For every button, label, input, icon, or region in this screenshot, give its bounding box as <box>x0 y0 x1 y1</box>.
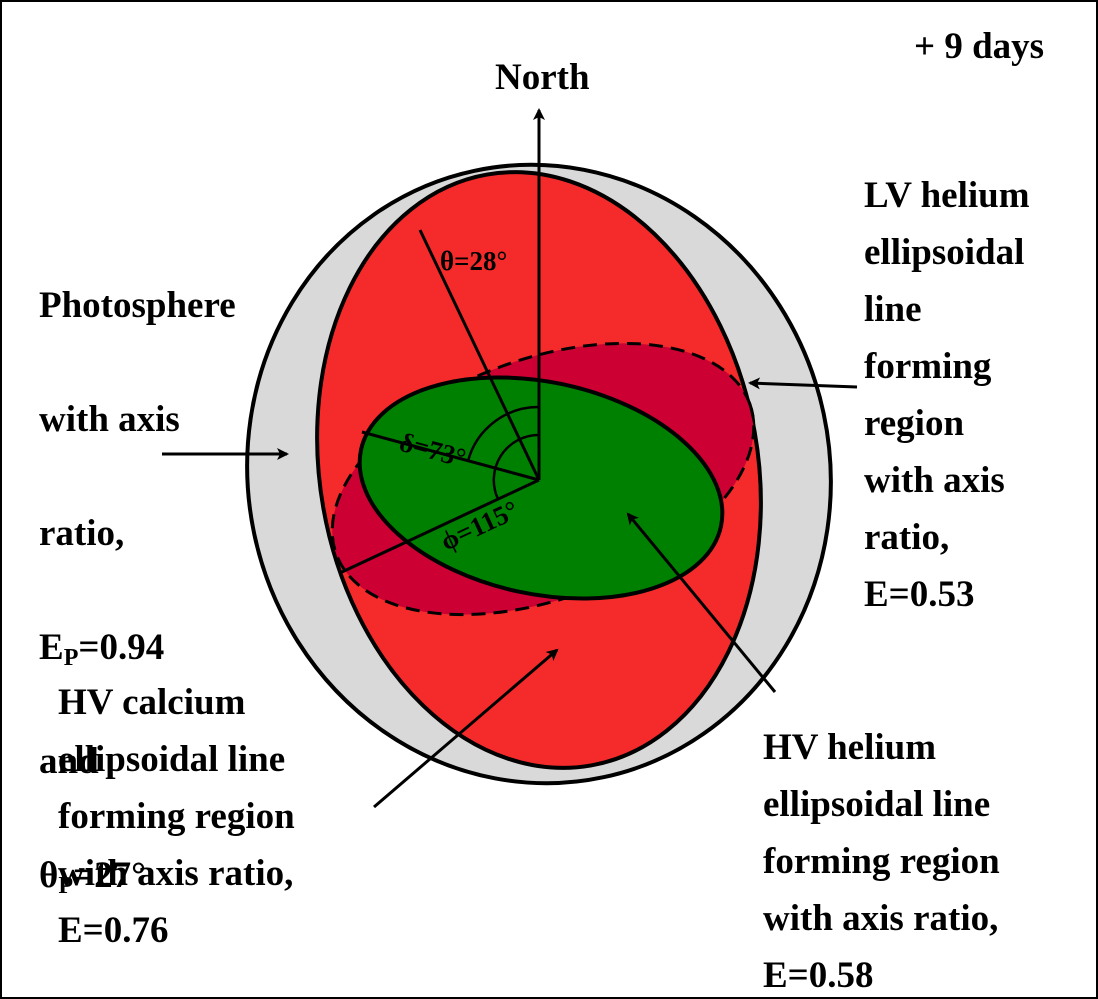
theta-angle-label: θ=28° <box>440 246 507 276</box>
phi-angle-arc <box>492 433 540 500</box>
delta-angle-arc <box>466 405 540 462</box>
photosphere-theta-subscript: P <box>58 873 73 899</box>
hv-helium-ellipse <box>357 375 725 601</box>
photosphere-label: Photosphere with axis ratio, EP=0.94 and… <box>39 220 236 904</box>
photosphere-ep-value: =0.94 <box>78 627 165 668</box>
phi-axis-line <box>341 478 540 574</box>
photosphere-theta-value: =27° <box>73 855 146 896</box>
delta-axis-line <box>361 430 540 482</box>
photosphere-and: and <box>39 741 99 782</box>
photosphere-label-line-1: Photosphere <box>39 285 236 326</box>
lv-helium-arrow <box>748 377 858 390</box>
hv-helium-label: HV helium ellipsoidal line forming regio… <box>763 727 1000 996</box>
photosphere-label-line-3: ratio, <box>39 513 125 554</box>
epoch-label: + 9 days <box>914 26 1045 67</box>
north-label: North <box>495 57 590 98</box>
photosphere-ep-subscript: P <box>63 645 79 671</box>
hv-helium-arrow <box>626 512 777 693</box>
photosphere-label-line-2: with axis <box>39 399 180 440</box>
hv-calcium-arrow <box>373 648 559 809</box>
lv-helium-label: LV helium ellipsoidal line forming regio… <box>864 175 1030 615</box>
photosphere-ep-symbol: E <box>39 627 64 668</box>
hv-calcium-label: HV calcium ellipsoidal line forming regi… <box>58 682 295 951</box>
photosphere-theta-symbol: θ <box>39 855 59 896</box>
